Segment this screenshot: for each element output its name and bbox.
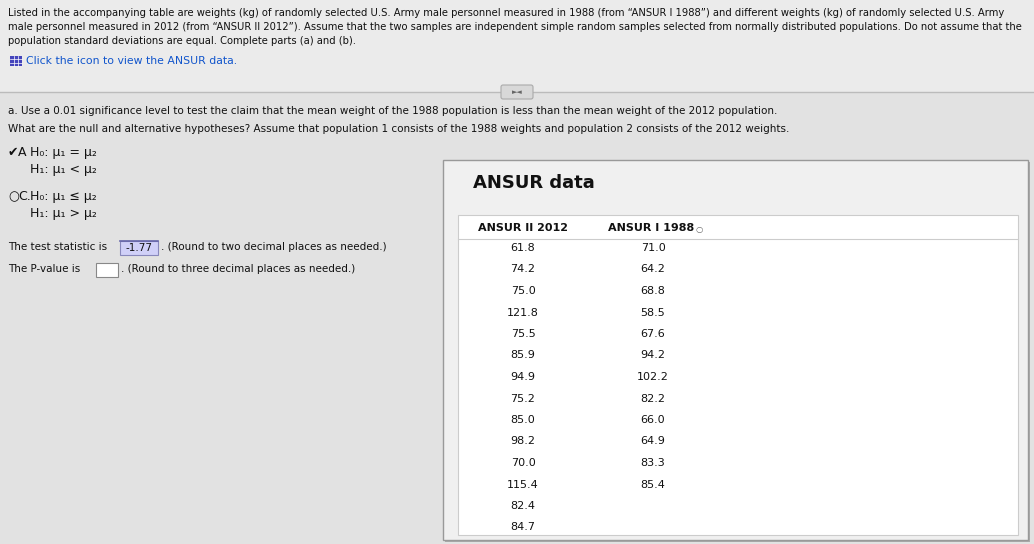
- Text: H₀: μ₁ = μ₂: H₀: μ₁ = μ₂: [30, 146, 97, 159]
- Text: 98.2: 98.2: [511, 436, 536, 447]
- Text: 68.8: 68.8: [640, 286, 666, 296]
- Bar: [443, 160, 1028, 540]
- Text: The P-value is: The P-value is: [8, 264, 84, 274]
- Text: ►◄: ►◄: [512, 89, 522, 95]
- Text: 85.4: 85.4: [640, 479, 666, 490]
- Text: A: A: [18, 146, 27, 159]
- Text: C.: C.: [18, 190, 31, 203]
- Bar: [445, 162, 1030, 542]
- Text: 64.2: 64.2: [640, 264, 666, 275]
- Text: ANSUR II 2012: ANSUR II 2012: [478, 223, 568, 233]
- Text: 83.3: 83.3: [641, 458, 665, 468]
- Text: 84.7: 84.7: [511, 522, 536, 533]
- Text: ○: ○: [8, 190, 19, 203]
- Text: 85.9: 85.9: [511, 350, 536, 361]
- Text: . (Round to three decimal places as needed.): . (Round to three decimal places as need…: [121, 264, 356, 274]
- Text: Click the icon to view the ANSUR data.: Click the icon to view the ANSUR data.: [26, 56, 237, 66]
- Text: 58.5: 58.5: [641, 307, 665, 318]
- Text: What are the null and alternative hypotheses? Assume that population 1 consists : What are the null and alternative hypoth…: [8, 124, 789, 134]
- Bar: [0, 0, 1034, 92]
- Text: 61.8: 61.8: [511, 243, 536, 253]
- Text: The test statistic is: The test statistic is: [8, 242, 111, 252]
- Text: male personnel measured in 2012 (from “ANSUR II 2012”). Assume that the two samp: male personnel measured in 2012 (from “A…: [8, 22, 1022, 32]
- Text: 75.2: 75.2: [511, 393, 536, 404]
- FancyBboxPatch shape: [501, 85, 533, 99]
- Text: 74.2: 74.2: [511, 264, 536, 275]
- Text: 75.5: 75.5: [511, 329, 536, 339]
- Text: ○: ○: [696, 225, 703, 234]
- Text: 71.0: 71.0: [641, 243, 665, 253]
- Bar: [458, 215, 1018, 535]
- Text: ✔: ✔: [8, 146, 19, 159]
- Text: . (Round to two decimal places as needed.): . (Round to two decimal places as needed…: [161, 242, 387, 252]
- Bar: [120, 241, 158, 255]
- Text: 82.2: 82.2: [640, 393, 666, 404]
- Text: 70.0: 70.0: [511, 458, 536, 468]
- Text: 94.9: 94.9: [511, 372, 536, 382]
- Text: population standard deviations are equal. Complete parts (a) and (b).: population standard deviations are equal…: [8, 36, 356, 46]
- Text: a. Use a 0.01 significance level to test the claim that the mean weight of the 1: a. Use a 0.01 significance level to test…: [8, 106, 778, 116]
- Text: 94.2: 94.2: [640, 350, 666, 361]
- Text: H₁: μ₁ > μ₂: H₁: μ₁ > μ₂: [30, 207, 97, 220]
- Text: 75.0: 75.0: [511, 286, 536, 296]
- Text: 67.6: 67.6: [641, 329, 665, 339]
- Text: 102.2: 102.2: [637, 372, 669, 382]
- Text: 66.0: 66.0: [641, 415, 665, 425]
- Text: H₁: μ₁ < μ₂: H₁: μ₁ < μ₂: [30, 163, 97, 176]
- Text: ANSUR I 1988: ANSUR I 1988: [608, 223, 694, 233]
- Text: Listed in the accompanying table are weights (kg) of randomly selected U.S. Army: Listed in the accompanying table are wei…: [8, 8, 1004, 18]
- Text: 85.0: 85.0: [511, 415, 536, 425]
- Text: 115.4: 115.4: [507, 479, 539, 490]
- Text: 121.8: 121.8: [507, 307, 539, 318]
- Text: 82.4: 82.4: [511, 501, 536, 511]
- Text: 64.9: 64.9: [640, 436, 666, 447]
- Bar: [96, 263, 118, 277]
- Text: -1.77: -1.77: [125, 243, 152, 253]
- Text: ANSUR data: ANSUR data: [473, 174, 595, 192]
- Bar: [10, 56, 22, 66]
- Text: H₀: μ₁ ≤ μ₂: H₀: μ₁ ≤ μ₂: [30, 190, 97, 203]
